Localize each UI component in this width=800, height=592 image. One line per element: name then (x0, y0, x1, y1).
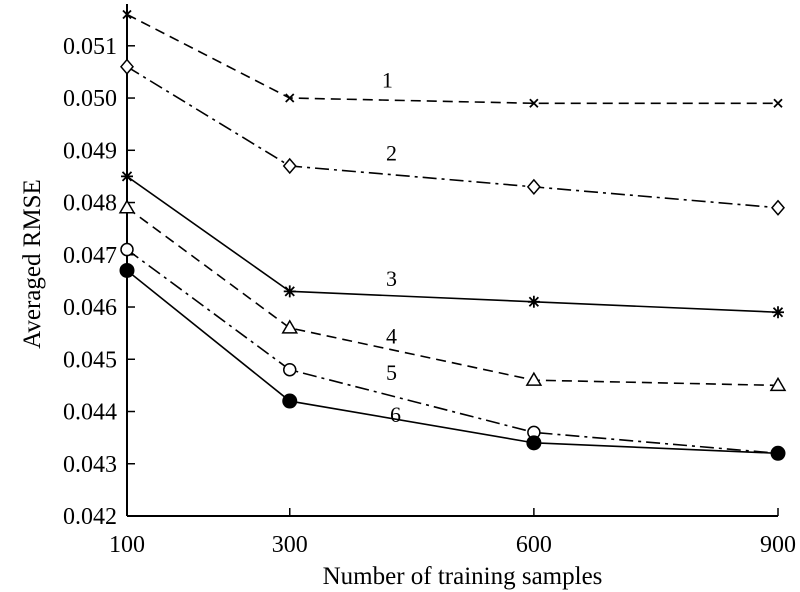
data-point (526, 178, 541, 196)
series-line (126, 207, 779, 387)
y-tick-label: 0.045 (63, 347, 117, 373)
series-label: 3 (386, 266, 397, 291)
x-tick-label: 100 (109, 532, 145, 558)
data-point (283, 285, 296, 298)
data-point (525, 371, 543, 386)
x-tick-label: 900 (760, 532, 796, 558)
data-point (773, 98, 783, 108)
series-3 (121, 170, 784, 319)
series-label: 6 (390, 402, 401, 427)
data-point (283, 362, 297, 377)
y-axis-title: Averaged RMSE (19, 179, 46, 349)
series-label: 5 (386, 360, 397, 385)
series-line (126, 13, 778, 105)
series-label: 2 (386, 141, 397, 166)
data-point (526, 435, 542, 451)
data-point (285, 93, 295, 103)
data-point (769, 376, 787, 392)
y-ticks: 0.042 0.043 0.044 0.045 0.046 0.047 0.048 0.049… (63, 34, 135, 530)
y-tick-label: 0.043 (63, 452, 117, 478)
series-4 (118, 199, 787, 392)
axes (126, 4, 778, 517)
y-tick-label: 0.048 (63, 191, 117, 217)
data-point (119, 262, 135, 278)
data-point (771, 199, 785, 216)
series-line (126, 66, 779, 209)
x-tick-label: 300 (272, 532, 308, 558)
y-tick-label: 0.051 (63, 34, 117, 60)
data-point (770, 445, 786, 461)
series-label: 1 (382, 68, 393, 93)
series-line (126, 175, 779, 314)
series-line (126, 269, 779, 455)
series-group (118, 9, 787, 461)
series-label: 4 (386, 324, 397, 349)
data-point (282, 157, 297, 175)
data-point (120, 58, 134, 75)
data-point (118, 199, 136, 214)
series-labels: 1 2 3 4 5 6 (382, 68, 401, 427)
series-1 (122, 9, 783, 108)
y-tick-label: 0.042 (63, 504, 117, 530)
y-tick-label: 0.047 (63, 243, 117, 269)
data-point (120, 242, 134, 257)
y-tick-label: 0.044 (63, 400, 117, 426)
x-ticks: 100 300 600 900 (109, 508, 796, 558)
x-tick-label: 600 (516, 532, 552, 558)
data-point (529, 98, 539, 108)
data-point (282, 393, 298, 409)
series-line (126, 248, 779, 455)
y-tick-label: 0.050 (63, 86, 117, 112)
x-axis-title: Number of training samples (323, 563, 603, 590)
y-tick-label: 0.046 (63, 295, 117, 321)
data-point (281, 319, 299, 334)
data-point (527, 295, 540, 308)
data-point (772, 306, 784, 319)
series-6 (119, 262, 786, 461)
data-point (122, 9, 132, 20)
y-tick-label: 0.049 (63, 138, 117, 164)
series-2 (120, 58, 785, 216)
data-point (121, 170, 133, 183)
